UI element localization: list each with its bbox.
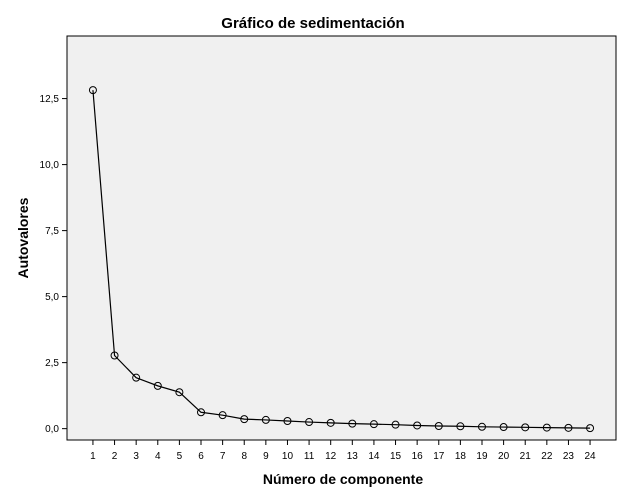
data-point (326, 418, 335, 427)
plot-area (66, 35, 617, 441)
y-tick-label: 12,5 (40, 94, 60, 105)
x-tick-label: 22 (541, 451, 553, 462)
x-tick-label: 14 (368, 451, 380, 462)
x-tick-label: 1 (90, 451, 96, 462)
y-tick-label: 0,0 (45, 424, 59, 435)
x-tick-label: 12 (325, 451, 337, 462)
data-point (369, 420, 378, 429)
y-tick-label: 2,5 (45, 358, 59, 369)
x-tick-label: 7 (220, 451, 226, 462)
data-point (153, 381, 162, 390)
data-point (197, 408, 206, 417)
x-tick-label: 15 (390, 451, 402, 462)
x-tick-label: 11 (304, 451, 315, 462)
x-tick-label: 5 (177, 451, 183, 462)
x-tick-label: 16 (412, 451, 424, 462)
data-point (348, 419, 357, 428)
x-tick-label: 2 (112, 451, 118, 462)
data-point (218, 411, 227, 420)
chart-title: Gráfico de sedimentación (221, 15, 404, 32)
data-point (499, 423, 508, 432)
x-tick-label: 24 (585, 451, 597, 462)
data-point (586, 424, 595, 433)
data-point (456, 422, 465, 431)
data-point (110, 351, 119, 360)
x-tick-label: 13 (347, 451, 359, 462)
x-tick-label: 3 (133, 451, 139, 462)
x-tick-label: 4 (155, 451, 161, 462)
data-point (283, 416, 292, 425)
x-tick-label: 10 (282, 451, 294, 462)
x-tick-label: 18 (455, 451, 467, 462)
data-point (521, 423, 530, 432)
data-point (261, 415, 270, 424)
data-point (175, 388, 184, 397)
data-point (132, 373, 141, 382)
x-axis-label: Número de componente (263, 471, 423, 487)
y-tick-label: 10,0 (40, 160, 60, 171)
y-axis: 0,0 2,5 5,0 7,5 10,0 12,5 (40, 94, 67, 435)
data-point (542, 423, 551, 432)
x-tick-label: 20 (498, 451, 510, 462)
data-point (240, 415, 249, 424)
y-axis-label: Autovalores (15, 197, 31, 278)
data-point (391, 420, 400, 429)
x-tick-label: 19 (476, 451, 488, 462)
data-point (88, 86, 97, 95)
data-point (434, 422, 443, 431)
x-tick-label: 17 (433, 451, 445, 462)
x-tick-label: 6 (198, 451, 204, 462)
data-point (413, 421, 422, 430)
x-tick-label: 21 (520, 451, 532, 462)
data-point (305, 418, 314, 427)
y-tick-label: 7,5 (45, 226, 59, 237)
series-layer (88, 86, 595, 433)
y-tick-label: 5,0 (45, 292, 59, 303)
x-tick-label: 9 (263, 451, 269, 462)
x-tick-label: 8 (241, 451, 247, 462)
data-point (477, 422, 486, 431)
x-tick-label: 23 (563, 451, 575, 462)
data-point (564, 423, 573, 432)
x-axis: 1 2 3 4 5 6 7 8 9 10 11 12 13 14 15 16 17 18 19 20 21 22 23 24 (90, 440, 596, 462)
